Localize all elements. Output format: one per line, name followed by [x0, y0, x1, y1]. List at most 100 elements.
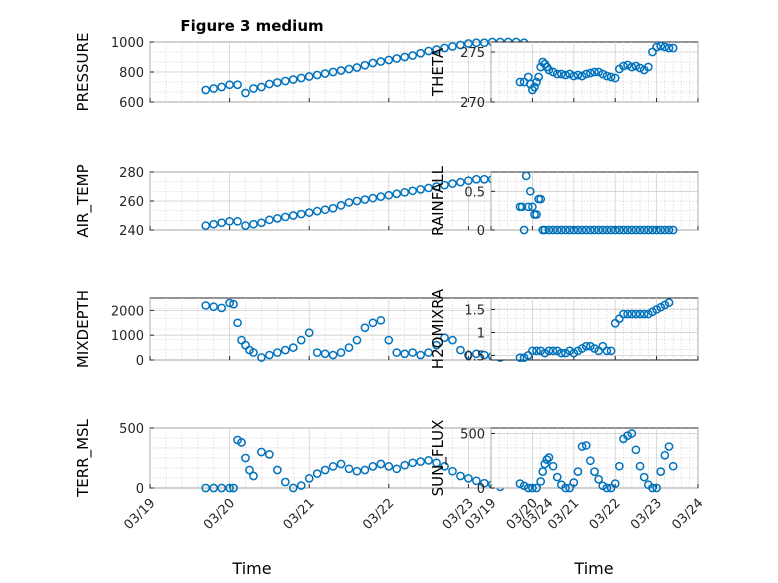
data-point [581, 225, 591, 235]
data-point [590, 67, 599, 77]
data-point [668, 225, 678, 235]
data-point [209, 84, 219, 93]
data-point [432, 340, 441, 350]
data-point [400, 187, 410, 197]
data-point [581, 69, 591, 79]
y-tick-label: 500 [460, 427, 485, 442]
y-tick-label: 1000 [111, 329, 144, 344]
data-point [577, 225, 587, 235]
data-point [320, 69, 330, 78]
data-point [648, 225, 657, 235]
data-point [280, 76, 290, 86]
data-point [614, 225, 624, 235]
data-point [581, 341, 591, 351]
data-point [440, 43, 449, 53]
y-tick-label: 0.5 [464, 349, 485, 364]
data-point [521, 171, 531, 181]
data-point [517, 202, 527, 212]
data-point [590, 467, 599, 476]
data-point [548, 67, 558, 77]
data-point [241, 88, 250, 98]
data-point [257, 82, 266, 92]
data-point [606, 346, 616, 356]
x-tick-label: 03/20 [201, 496, 238, 533]
data-point [532, 346, 541, 356]
data-point [288, 343, 298, 352]
data-point [472, 476, 481, 486]
data-point [416, 457, 425, 466]
data-point [586, 225, 595, 235]
data-point [225, 298, 234, 308]
data-point [515, 479, 525, 488]
data-point [479, 350, 489, 360]
data-point [201, 85, 211, 95]
y-tick-label: 800 [119, 66, 144, 81]
data-point [635, 63, 645, 73]
data-point [602, 346, 612, 356]
data-point [249, 219, 258, 229]
data-point [312, 206, 322, 216]
data-point [523, 483, 533, 493]
data-point [241, 453, 250, 463]
data-point [656, 41, 666, 51]
data-point [631, 61, 641, 71]
data-point [392, 464, 402, 474]
y-tick-label: 0.5 [464, 185, 485, 200]
data-point [273, 348, 282, 357]
data-point [456, 177, 465, 187]
data-point [201, 301, 211, 310]
y-axis-label: TERR_MSL [74, 418, 93, 497]
y-tick-label: 240 [119, 224, 144, 239]
data-point [528, 346, 537, 356]
data-point [336, 201, 346, 210]
data-point [296, 73, 306, 83]
data-point [424, 348, 433, 357]
data-point [532, 77, 541, 87]
data-point [408, 51, 418, 60]
data-point [320, 205, 330, 215]
data-point [614, 461, 624, 471]
data-point [408, 186, 418, 196]
data-point [233, 80, 242, 90]
data-point [557, 69, 566, 79]
data-point [544, 65, 554, 75]
data-point [416, 350, 425, 360]
data-point [249, 84, 258, 93]
data-point [523, 202, 533, 212]
data-point [265, 350, 274, 360]
data-point [660, 42, 670, 52]
data-point [548, 461, 558, 471]
x-axis-label-left: Time [231, 559, 271, 578]
data-point [296, 481, 306, 490]
data-point [548, 346, 558, 356]
y-axis-label: PRESSURE [74, 33, 92, 112]
data-point [664, 442, 674, 451]
data-point [557, 348, 566, 358]
data-point [627, 225, 637, 235]
data-point [280, 477, 290, 487]
data-point [352, 466, 362, 476]
data-point [464, 39, 473, 48]
data-point [623, 60, 632, 70]
data-point [664, 298, 674, 307]
data-point [472, 349, 481, 359]
data-point [265, 450, 274, 459]
data-point [296, 335, 306, 345]
data-point [525, 186, 535, 196]
data-point [472, 174, 481, 184]
data-point [561, 70, 570, 80]
data-point [528, 483, 537, 493]
data-point [257, 447, 266, 457]
y-axis-label: SUN_FLUX [429, 420, 448, 497]
y-axis-label: AIR_TEMP [74, 164, 93, 237]
data-point [400, 52, 410, 62]
y-tick-label: 0 [136, 482, 144, 497]
data-point [237, 438, 246, 447]
data-point [392, 189, 402, 199]
data-point [273, 78, 282, 87]
data-point [627, 62, 637, 72]
y-axis-label: MIXDEPTH [74, 290, 92, 368]
data-point [217, 303, 226, 313]
data-point [565, 69, 575, 79]
data-point [209, 483, 219, 493]
